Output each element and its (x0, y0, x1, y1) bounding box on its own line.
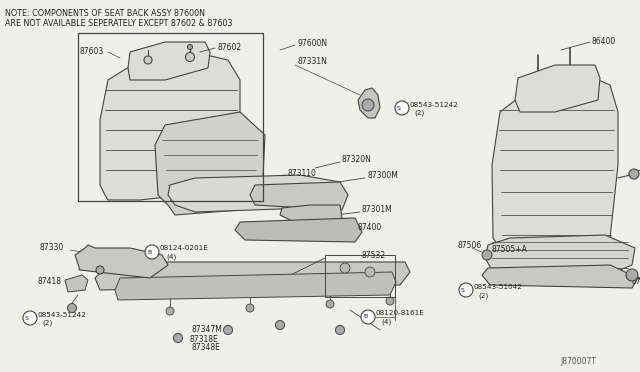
Text: 87347M: 87347M (192, 326, 223, 334)
Text: 97600N: 97600N (298, 39, 328, 48)
Bar (325, 255, 395, 297)
Circle shape (395, 101, 409, 115)
Polygon shape (485, 235, 635, 278)
Circle shape (275, 321, 285, 330)
Text: 87330: 87330 (40, 244, 64, 253)
Circle shape (96, 266, 104, 274)
Text: 87603: 87603 (80, 48, 104, 57)
Text: 87400: 87400 (358, 224, 382, 232)
Polygon shape (65, 275, 88, 292)
Circle shape (173, 334, 182, 343)
Text: J870007T: J870007T (560, 357, 596, 366)
Text: 87320N: 87320N (342, 155, 372, 164)
Polygon shape (250, 182, 348, 210)
Circle shape (626, 269, 638, 281)
Circle shape (459, 283, 473, 297)
Text: 87505+A: 87505+A (492, 246, 528, 254)
Text: (2): (2) (42, 320, 52, 326)
Circle shape (67, 304, 77, 312)
Circle shape (482, 250, 492, 260)
Circle shape (629, 169, 639, 179)
Text: 87331N: 87331N (298, 58, 328, 67)
Text: S: S (461, 288, 465, 292)
Text: (4): (4) (166, 254, 176, 260)
Circle shape (361, 310, 375, 324)
Circle shape (326, 300, 334, 308)
Text: ARE NOT AVAILABLE SEPERATELY EXCEPT 87602 & 87603: ARE NOT AVAILABLE SEPERATELY EXCEPT 8760… (5, 19, 232, 28)
Polygon shape (155, 112, 265, 215)
Text: NOTE: COMPONENTS OF SEAT BACK ASSY 87600N: NOTE: COMPONENTS OF SEAT BACK ASSY 87600… (5, 9, 205, 17)
Text: (4): (4) (381, 319, 391, 325)
Circle shape (144, 56, 152, 64)
Polygon shape (235, 218, 362, 242)
Circle shape (23, 311, 37, 325)
Text: 08120-8161E: 08120-8161E (375, 310, 424, 316)
Circle shape (145, 245, 159, 259)
Text: 08543-51242: 08543-51242 (410, 102, 459, 108)
Text: 08543-51042: 08543-51042 (474, 284, 523, 290)
Text: S: S (25, 315, 29, 321)
Text: 87532: 87532 (362, 250, 386, 260)
Polygon shape (358, 88, 380, 118)
Text: 86400: 86400 (592, 38, 616, 46)
Text: 87602: 87602 (218, 42, 242, 51)
Polygon shape (515, 65, 600, 112)
Polygon shape (100, 50, 240, 200)
Polygon shape (128, 42, 210, 80)
Text: 08124-0201E: 08124-0201E (160, 245, 209, 251)
Text: 873110: 873110 (288, 169, 317, 177)
Circle shape (386, 297, 394, 305)
Text: B: B (147, 250, 151, 254)
Polygon shape (75, 245, 168, 278)
Polygon shape (95, 262, 410, 290)
Text: 87348E: 87348E (192, 343, 221, 353)
Text: 87318E: 87318E (190, 334, 219, 343)
Text: 87301M: 87301M (362, 205, 393, 215)
Circle shape (335, 326, 344, 334)
Text: 87506: 87506 (458, 241, 483, 250)
Text: (2): (2) (414, 110, 424, 116)
Text: S: S (397, 106, 401, 110)
Circle shape (188, 45, 193, 49)
Circle shape (223, 326, 232, 334)
Text: B: B (363, 314, 367, 320)
Text: 87300M: 87300M (367, 171, 398, 180)
Polygon shape (492, 72, 618, 252)
Circle shape (186, 52, 195, 61)
Text: 08543-51242: 08543-51242 (38, 312, 87, 318)
Circle shape (365, 267, 375, 277)
Polygon shape (482, 265, 638, 288)
Text: (2): (2) (478, 293, 488, 299)
Circle shape (246, 304, 254, 312)
Polygon shape (168, 175, 340, 212)
Text: 87418: 87418 (38, 278, 62, 286)
Circle shape (166, 307, 174, 315)
Bar (78, 33, 263, 201)
Polygon shape (115, 272, 396, 300)
Circle shape (362, 99, 374, 111)
Text: 87501A: 87501A (632, 278, 640, 286)
Circle shape (340, 263, 350, 273)
Polygon shape (280, 205, 342, 228)
